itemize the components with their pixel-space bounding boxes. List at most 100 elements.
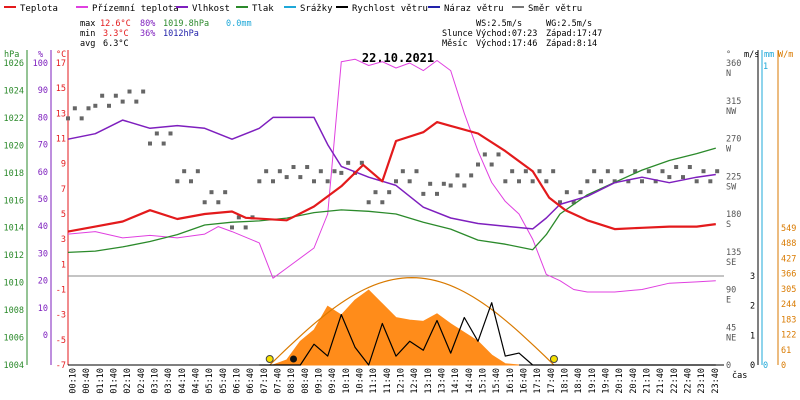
wind-dir-point [168, 131, 173, 136]
time-tick: 22:40 [684, 368, 694, 394]
time-tick: 23:40 [711, 368, 721, 394]
wind-dir-point [257, 179, 262, 184]
speed-tick: 2 [750, 302, 755, 312]
wind-dir-point [373, 190, 378, 195]
solar-tick: 366 [781, 270, 796, 280]
time-tick: 11:40 [383, 368, 393, 394]
solar-tick: 0 [781, 361, 786, 371]
wind-dir-point [653, 179, 658, 184]
rain-tick: 1 [763, 62, 768, 72]
hpa-tick: 1014 [4, 224, 24, 234]
time-tick: 06:40 [246, 368, 256, 394]
time-tick: 13:40 [438, 368, 448, 394]
dir-tick: 180 [726, 210, 741, 220]
time-tick: 02:40 [137, 368, 147, 394]
time-tick: 05:40 [219, 368, 229, 394]
temp-tick: -3 [56, 311, 66, 321]
sunrise-marker [265, 355, 274, 363]
unit-degc: °C [56, 50, 66, 60]
solar-tick: 488 [781, 239, 796, 249]
dir-tick: 135 [726, 248, 741, 258]
legend-ground-temp: Přízemní teplota [92, 4, 179, 14]
wind-dir-point [134, 99, 139, 104]
temperature-line [67, 121, 716, 233]
hpa-tick: 1020 [4, 141, 24, 151]
solar-tick: 305 [781, 285, 796, 295]
wind-dir-point [674, 165, 679, 170]
wind-dir-point [496, 152, 501, 157]
hpa-tick: 1010 [4, 279, 24, 289]
wind-dir-point [346, 160, 351, 165]
temp-tick: -1 [56, 286, 66, 296]
time-tick: 17:40 [547, 368, 557, 394]
stat-min-label: min [80, 29, 95, 39]
wind-dir-point [448, 183, 453, 188]
hpa-tick: 1016 [4, 196, 24, 206]
dir-tick: SE [726, 258, 736, 268]
wind-dir-point [182, 169, 187, 174]
temp-tick: 1 [61, 260, 66, 270]
wind-dir-point [141, 89, 146, 94]
wind-dir-point [558, 200, 562, 205]
wind-dir-point [366, 200, 371, 205]
wind-dir-point [66, 116, 70, 121]
wind-dir-point [667, 175, 672, 180]
wind-dir-point [161, 141, 166, 146]
unit-ms: m/s [744, 50, 759, 60]
wind-dir-point [441, 181, 446, 186]
wind-dir-point [243, 225, 248, 230]
wind-dir-point [100, 93, 105, 98]
wind-dir-point [113, 93, 118, 98]
wind-dir-point [154, 131, 159, 136]
dir-tick: 315 [726, 97, 741, 107]
wind-dir-point [271, 179, 275, 184]
solar-tick: 61 [781, 346, 791, 356]
unit-pct: % [38, 50, 43, 60]
wind-dir-point [592, 169, 597, 174]
pct-tick: 50 [38, 195, 48, 205]
temp-tick: 3 [61, 235, 66, 245]
wind-dir-point [476, 162, 480, 167]
pct-tick: 60 [38, 168, 48, 178]
wind-dir-point [694, 179, 699, 184]
wind-dir-point [687, 165, 692, 170]
ground-temp-line [67, 58, 716, 293]
wind-dir-point [277, 169, 282, 174]
stat-max-rain: 0.0mm [226, 19, 252, 29]
time-tick: 13:10 [424, 368, 434, 394]
wind-dir-point [530, 179, 535, 184]
wind-dir-point [236, 215, 241, 220]
time-tick: 04:40 [192, 368, 202, 394]
wind-dir-point [312, 179, 316, 184]
speed-tick: 0 [750, 361, 755, 371]
legend-pressure: Tlak [252, 4, 274, 14]
unit-time: čas [732, 370, 747, 381]
wind-dir-point [264, 169, 269, 174]
wind-dir-point [223, 190, 228, 195]
time-tick: 05:10 [205, 368, 215, 394]
wind-dir-point [339, 170, 344, 175]
legend: Teplota Přízemní teplota Vlhkost Tlak Sr… [4, 4, 582, 14]
pct-tick: 30 [38, 249, 48, 259]
time-tick: 00:10 [69, 368, 79, 394]
wind-speed-line [259, 302, 716, 366]
wind-dir-point [394, 179, 398, 184]
wind-dir-point [585, 179, 590, 184]
wind-dir-point [482, 152, 487, 157]
wind-dir-point [189, 179, 193, 184]
hpa-tick: 1018 [4, 169, 24, 179]
wind-dir-point [605, 169, 610, 174]
solar-tick: 122 [781, 331, 796, 341]
solar-tick: 427 [781, 254, 796, 264]
humidity-line [67, 116, 716, 230]
hpa-tick: 1004 [4, 361, 24, 371]
time-tick: 04:10 [178, 368, 188, 394]
wind-dir-point [298, 175, 303, 180]
wind-dir-point [640, 179, 644, 184]
wind-dir-point [400, 169, 405, 174]
time-tick: 06:10 [233, 368, 243, 394]
time-tick: 21:10 [643, 368, 653, 394]
dir-tick: 0 [726, 361, 731, 371]
stat-max-press: 1019.8hPa [163, 19, 209, 29]
legend-wind-speed: Rychlost větru [352, 4, 428, 14]
